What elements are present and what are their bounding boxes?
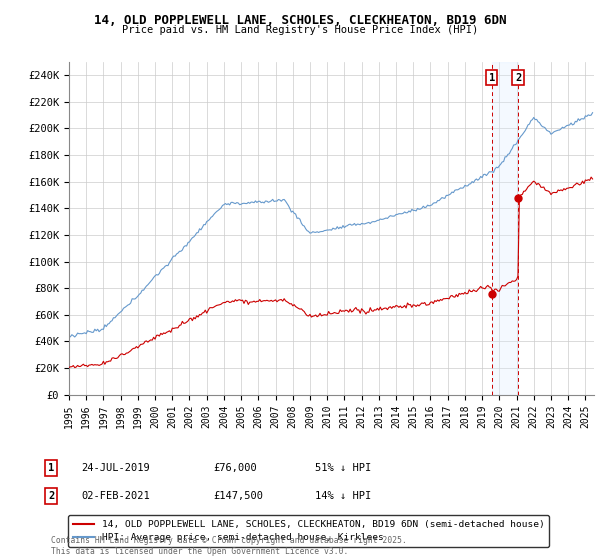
Text: Price paid vs. HM Land Registry's House Price Index (HPI): Price paid vs. HM Land Registry's House …: [122, 25, 478, 35]
Text: 2: 2: [48, 491, 54, 501]
Text: 1: 1: [48, 463, 54, 473]
Text: 1: 1: [488, 73, 495, 82]
Legend: 14, OLD POPPLEWELL LANE, SCHOLES, CLECKHEATON, BD19 6DN (semi-detached house), H: 14, OLD POPPLEWELL LANE, SCHOLES, CLECKH…: [68, 515, 549, 547]
Text: 02-FEB-2021: 02-FEB-2021: [81, 491, 150, 501]
Text: 2: 2: [515, 73, 521, 82]
Bar: [492, 62, 518, 395]
Text: Contains HM Land Registry data © Crown copyright and database right 2025.
This d: Contains HM Land Registry data © Crown c…: [51, 536, 407, 556]
Text: £147,500: £147,500: [213, 491, 263, 501]
Text: £76,000: £76,000: [213, 463, 257, 473]
Text: 24-JUL-2019: 24-JUL-2019: [81, 463, 150, 473]
Text: 51% ↓ HPI: 51% ↓ HPI: [315, 463, 371, 473]
Text: 14, OLD POPPLEWELL LANE, SCHOLES, CLECKHEATON, BD19 6DN: 14, OLD POPPLEWELL LANE, SCHOLES, CLECKH…: [94, 14, 506, 27]
Text: 14% ↓ HPI: 14% ↓ HPI: [315, 491, 371, 501]
